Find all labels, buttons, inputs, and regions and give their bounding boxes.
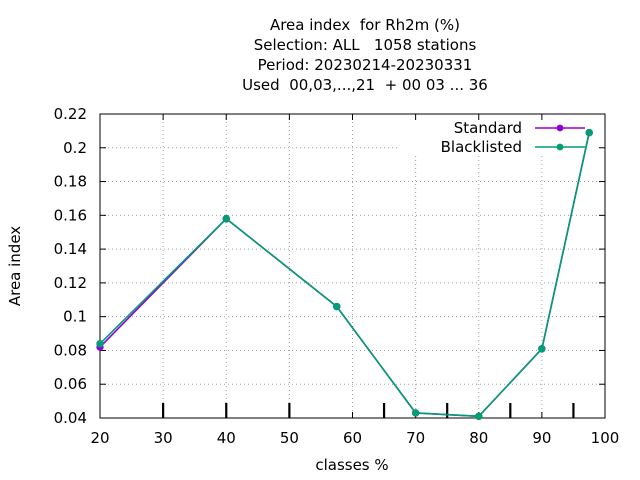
series-point xyxy=(411,409,420,417)
legend-marker xyxy=(556,124,564,132)
x-tick-label: 80 xyxy=(469,429,488,447)
legend-label: Blacklisted xyxy=(441,138,522,156)
x-tick-label: 70 xyxy=(406,429,425,447)
series-point xyxy=(333,302,341,311)
series-point xyxy=(585,128,593,137)
x-tick-label: 60 xyxy=(343,429,362,447)
x-axis-label: classes % xyxy=(315,456,388,474)
series-point xyxy=(222,215,230,223)
legend-label: Standard xyxy=(454,119,522,137)
y-tick-label: 0.04 xyxy=(54,409,87,427)
y-tick-label: 0.14 xyxy=(54,240,87,258)
y-tick-label: 0.08 xyxy=(54,341,87,359)
series-point xyxy=(475,412,483,421)
y-tick-label: 0.06 xyxy=(54,375,87,393)
x-tick-label: 50 xyxy=(280,429,299,447)
y-tick-label: 0.2 xyxy=(63,139,87,157)
series-line-0 xyxy=(99,132,590,418)
y-tick-label: 0.22 xyxy=(54,105,87,123)
x-tick-label: 100 xyxy=(591,429,620,447)
grid xyxy=(100,114,605,418)
series-point xyxy=(96,339,104,348)
title-line-1: Area index for Rh2m (%) xyxy=(269,16,461,34)
y-tick-label: 0.1 xyxy=(63,308,87,326)
x-tick-label: 30 xyxy=(154,429,173,447)
y-axis-label: Area index xyxy=(6,226,24,306)
title-line-4: Used 00,03,...,21 + 00 03 ... 36 xyxy=(242,76,488,94)
title-line-3: Period: 20230214-20230331 xyxy=(257,56,473,74)
y-axis-ticks: 0.04 0.06 0.08 0.1 0.12 0.14 0.16 0.18 0.2 0.22 xyxy=(54,105,605,427)
x-tick-label: 20 xyxy=(90,429,109,447)
x-tick-label: 90 xyxy=(532,429,551,447)
x-tick-label: 40 xyxy=(217,429,236,447)
y-tick-label: 0.12 xyxy=(54,274,87,292)
y-tick-label: 0.18 xyxy=(54,173,87,191)
series-group xyxy=(96,128,593,421)
legend-marker xyxy=(556,143,564,151)
x-axis-ticks: 20 30 40 50 60 70 80 90 100 xyxy=(90,114,619,447)
series-line-1 xyxy=(99,132,590,418)
y-tick-label: 0.16 xyxy=(54,206,87,224)
class-boundary-ticks xyxy=(162,403,575,418)
series-point xyxy=(538,345,546,353)
title-line-2: Selection: ALL 1058 stations xyxy=(253,36,477,54)
